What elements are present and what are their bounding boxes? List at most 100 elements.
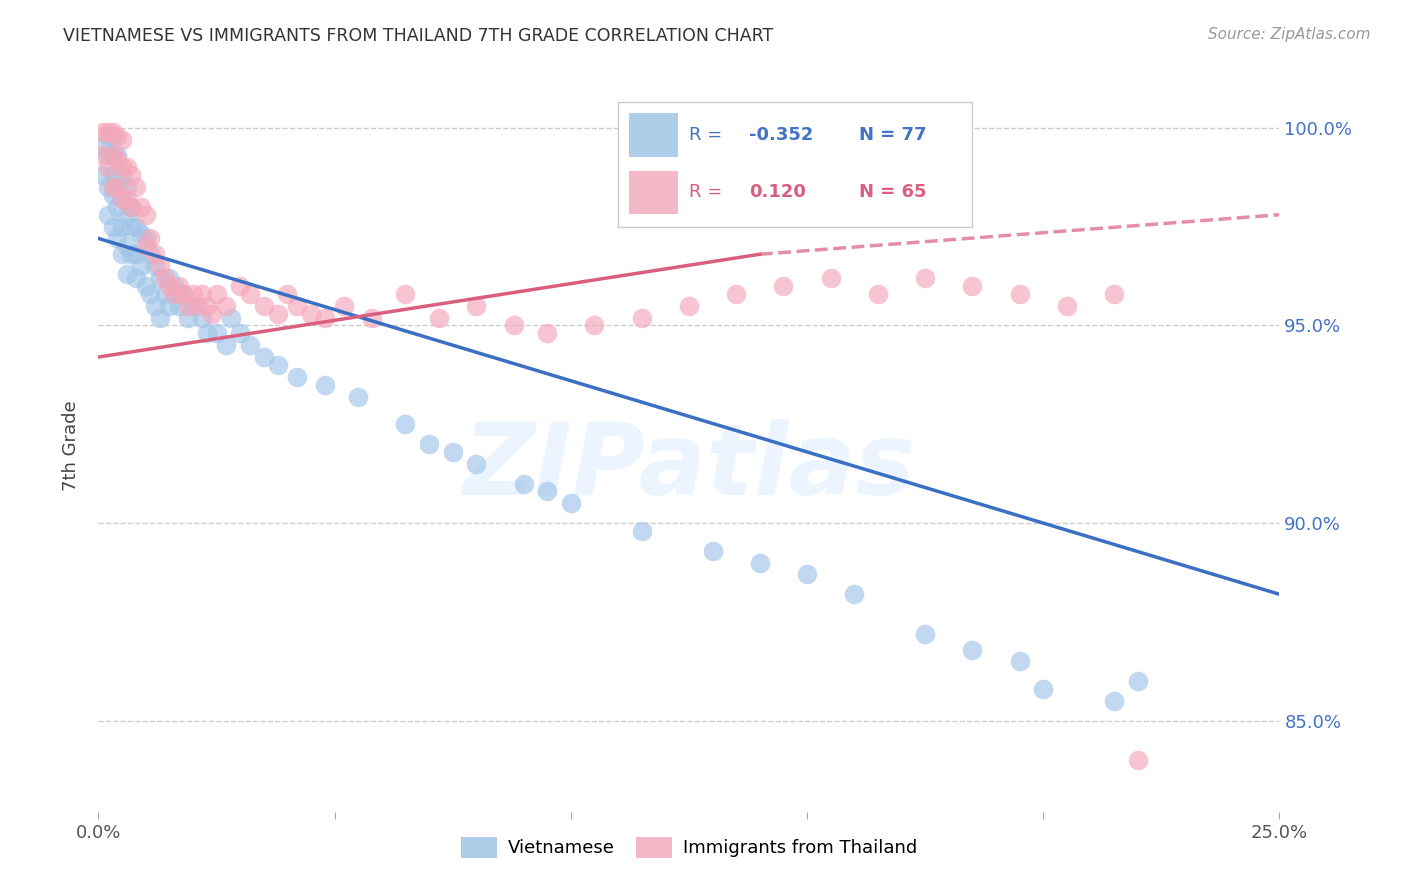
Point [121,219,143,234]
Point [157,271,180,285]
Point [1032,682,1054,697]
Point [1008,655,1031,669]
Point [583,318,606,333]
Point [914,627,936,641]
Point [143,259,166,273]
Point [101,180,124,194]
Point [105,200,128,214]
Point [101,125,124,139]
Text: ZIPatlas: ZIPatlas [463,419,915,516]
Point [1126,753,1149,767]
Text: Source: ZipAtlas.com: Source: ZipAtlas.com [1208,27,1371,42]
Point [163,278,186,293]
Point [129,259,152,273]
Point [347,390,370,404]
Point [267,307,290,321]
Point [253,299,276,313]
Point [512,476,534,491]
Point [125,219,148,234]
Text: VIETNAMESE VS IMMIGRANTS FROM THAILAND 7TH GRADE CORRELATION CHART: VIETNAMESE VS IMMIGRANTS FROM THAILAND 7… [63,27,773,45]
Point [153,271,176,285]
Point [1126,674,1149,689]
Point [111,247,134,261]
Point [97,125,120,139]
Point [1102,286,1125,301]
Point [630,524,652,538]
Point [172,286,194,301]
Point [139,286,162,301]
Point [219,310,242,325]
Point [97,208,120,222]
Point [215,338,238,352]
Point [111,219,134,234]
Point [191,286,214,301]
Point [229,326,252,341]
Point [97,161,120,175]
Point [115,208,138,222]
Point [105,180,128,194]
Point [239,338,262,352]
Point [143,299,166,313]
Point [115,239,138,253]
Point [101,128,124,143]
Point [177,299,200,313]
Point [333,299,356,313]
Point [163,286,186,301]
Point [678,299,700,313]
Point [135,278,157,293]
Point [195,326,218,341]
Point [135,239,157,253]
Point [560,496,582,510]
Point [181,299,204,313]
Point [181,286,204,301]
Point [195,299,218,313]
Point [962,642,984,657]
Point [101,148,124,162]
Point [157,299,180,313]
Point [149,259,172,273]
Point [125,247,148,261]
Point [149,271,172,285]
Point [105,153,128,167]
Point [135,231,157,245]
Point [157,278,180,293]
Point [121,200,143,214]
Point [91,140,114,154]
Point [702,543,724,558]
Point [172,286,194,301]
Point [394,417,416,432]
Point [748,556,770,570]
Point [394,286,416,301]
Point [229,278,252,293]
Point [111,192,134,206]
Point [91,148,114,162]
Point [725,286,748,301]
Point [129,200,152,214]
Point [267,358,290,372]
Point [125,180,148,194]
Point [418,437,440,451]
Point [314,310,336,325]
Point [299,307,322,321]
Point [215,299,238,313]
Point [97,148,120,162]
Point [135,208,157,222]
Point [91,125,114,139]
Point [796,567,818,582]
Point [101,188,124,202]
Point [361,310,384,325]
Point [167,299,190,313]
Point [503,318,526,333]
Point [121,247,143,261]
Point [125,271,148,285]
Point [143,247,166,261]
Point [91,168,114,182]
Point [427,310,450,325]
Point [129,227,152,242]
Point [167,278,190,293]
Point [536,326,558,341]
Point [121,168,143,182]
Point [191,310,214,325]
Point [441,445,464,459]
Point [866,286,889,301]
